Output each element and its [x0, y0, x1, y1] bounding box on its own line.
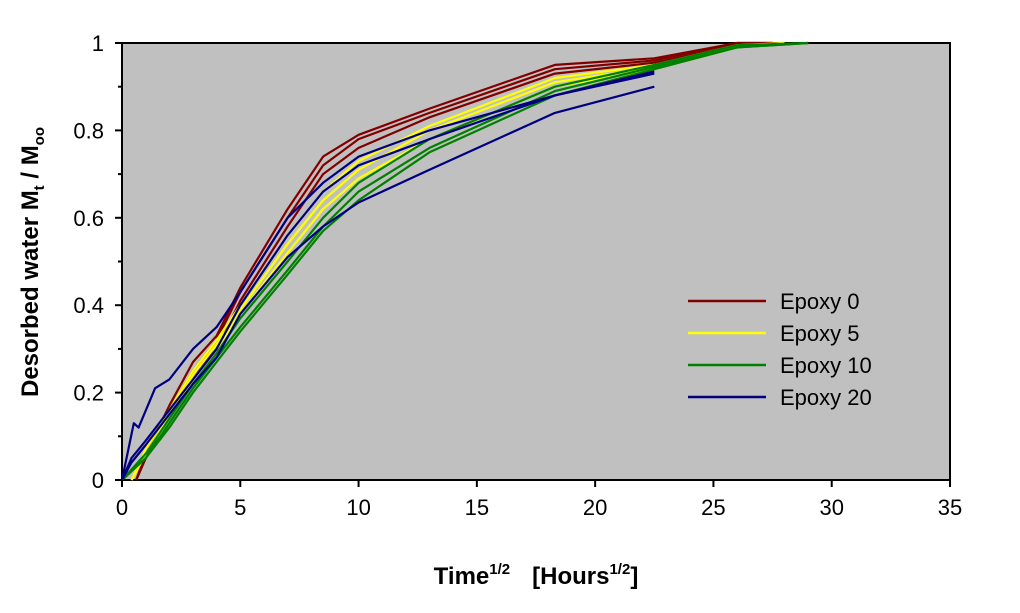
y-tick-label: 0.8 [73, 118, 104, 143]
plot-area [121, 42, 951, 481]
x-tick-label: 10 [346, 495, 370, 520]
y-tick-label: 0.4 [73, 293, 104, 318]
x-axis-title-bracket-open: [Hours [532, 563, 609, 590]
x-tick-label: 15 [465, 495, 489, 520]
x-tick-label: 30 [819, 495, 843, 520]
legend-label-epoxy-10: Epoxy 10 [780, 353, 872, 378]
series-line-epoxy-20-1 [120, 70, 655, 481]
y-axis-title: Desorbed water Mt / Moo [17, 127, 48, 397]
x-axis-title-bracket-sup: 1/2 [609, 561, 630, 578]
y-tick-label: 0 [92, 468, 104, 493]
x-tick-label: 20 [583, 495, 607, 520]
y-tick-label: 0.6 [73, 206, 104, 231]
legend-label-epoxy-5: Epoxy 5 [780, 321, 860, 346]
series-layer [120, 41, 809, 481]
series-line-epoxy-10-2 [121, 41, 809, 481]
x-tick-label: 5 [234, 495, 246, 520]
y-tick-label: 1 [92, 31, 104, 56]
x-axis-title: Time1/2 [Hours1/2] [434, 561, 639, 590]
series-line-epoxy-0-1 [135, 41, 773, 481]
legend-label-epoxy-20: Epoxy 20 [780, 385, 872, 410]
x-tick-label: 35 [938, 495, 962, 520]
y-axis-title-main: Desorbed water M [17, 190, 44, 397]
axis-layer: 0 5 10 15 20 25 30 35 0 0.2 0.4 0.6 0.8 1 [73, 31, 962, 520]
x-axis-title-sup: 1/2 [489, 561, 510, 578]
y-axis-title-sub1: t [31, 185, 48, 190]
x-axis-title-main: Time [434, 563, 490, 590]
series-line-epoxy-20-2 [120, 72, 655, 481]
x-axis-title-bracket-close: ] [630, 563, 638, 590]
series-line-epoxy-10-1 [121, 41, 809, 481]
y-axis-title-mid: / M [17, 145, 44, 185]
series-line-epoxy-20-3 [121, 85, 655, 481]
x-tick-label: 0 [116, 495, 128, 520]
x-tick-label: 25 [701, 495, 725, 520]
y-axis-title-sub2: oo [31, 127, 48, 145]
series-line-epoxy-10-3 [121, 41, 809, 481]
legend-label-epoxy-0: Epoxy 0 [780, 289, 860, 314]
y-tick-label: 0.2 [73, 381, 104, 406]
legend: Epoxy 0 Epoxy 5 Epoxy 10 Epoxy 20 [688, 289, 872, 410]
